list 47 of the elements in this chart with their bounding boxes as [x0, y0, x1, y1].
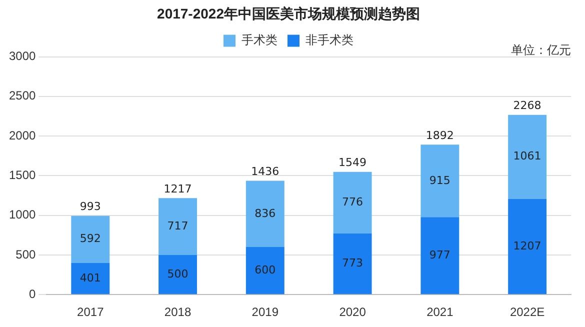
bar — [508, 198, 547, 294]
data-label: 592 — [80, 232, 101, 246]
x-tick-label: 2020 — [339, 305, 366, 320]
y-tick-label: 500 — [16, 247, 36, 262]
chart-title: 2017-2022年中国医美市场规模预测趋势图 — [157, 5, 420, 22]
total-label: 2268 — [513, 99, 542, 112]
legend-label: 手术类 — [242, 33, 278, 48]
bar — [420, 144, 460, 218]
x-tick-label: 2017 — [77, 305, 104, 320]
y-tick-label: 0 — [29, 286, 36, 301]
legend-label: 非手术类 — [306, 33, 354, 48]
bar — [158, 198, 197, 255]
bar — [420, 217, 460, 294]
y-tick-label: 2000 — [8, 128, 36, 142]
data-label: 401 — [80, 271, 101, 284]
bar — [333, 172, 372, 234]
data-label: 776 — [342, 195, 364, 208]
data-label: 915 — [429, 174, 450, 187]
total-label: 1549 — [338, 156, 367, 170]
bar — [71, 262, 110, 294]
data-label: 836 — [254, 206, 276, 220]
total-label: 1217 — [164, 182, 192, 196]
y-tick-label: 1000 — [8, 208, 36, 222]
y-tick-label: 2500 — [8, 88, 36, 103]
total-label: 1436 — [251, 165, 280, 178]
data-label: 977 — [429, 248, 450, 262]
bar — [508, 114, 547, 199]
bar — [71, 216, 110, 263]
data-label: 500 — [167, 267, 188, 280]
data-label: 773 — [342, 256, 364, 270]
data-label: 1207 — [513, 239, 542, 252]
data-label: 600 — [254, 263, 276, 276]
y-tick-label: 1500 — [8, 168, 36, 182]
x-tick-label: 2018 — [164, 305, 192, 320]
total-label: 993 — [80, 200, 101, 214]
x-tick-label: 2021 — [426, 305, 454, 320]
total-label: 1892 — [426, 128, 454, 142]
bar — [158, 254, 197, 294]
annotation: 单位：亿元 — [511, 42, 571, 59]
data-label: 1061 — [513, 150, 542, 163]
bar — [246, 180, 284, 248]
bar — [333, 233, 372, 294]
x-tick-label: 2022E — [510, 305, 545, 320]
y-tick-label: 3000 — [8, 49, 36, 64]
bar — [246, 247, 284, 294]
x-tick-label: 2019 — [252, 305, 279, 320]
data-label: 717 — [167, 219, 188, 232]
